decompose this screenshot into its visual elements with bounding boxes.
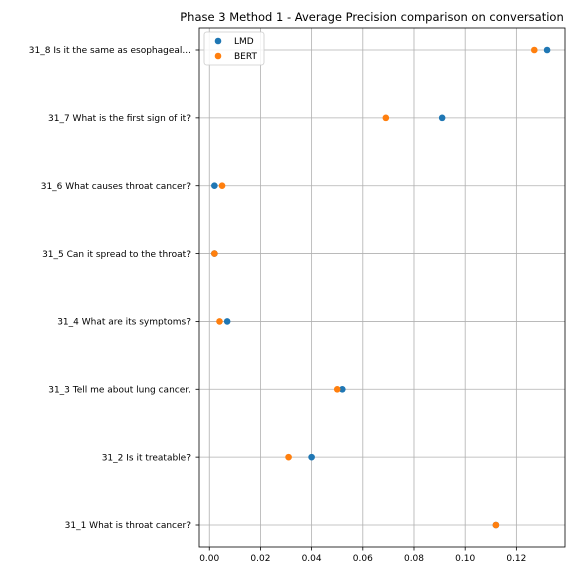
category-label: 31_8 Is it the same as esophageal...	[29, 46, 191, 56]
category-label: 31_4 What are its symptoms?	[57, 318, 191, 328]
point-bert-7	[382, 114, 390, 122]
point-lmd-2	[308, 453, 315, 461]
point-bert-5	[211, 250, 218, 257]
x-tick-label: 0.04	[302, 554, 322, 564]
x-tick-label: 0.10	[455, 554, 475, 564]
x-axis-tick-labels: 0.00 0.02 0.04 0.06 0.08 0.10 0.12	[199, 547, 526, 564]
point-bert-2	[285, 453, 292, 461]
legend: LMD BERT	[203, 31, 265, 66]
x-tick-label: 0.12	[506, 554, 526, 564]
point-lmd-6	[211, 182, 218, 190]
x-tick-label: 0.06	[353, 554, 373, 564]
point-lmd-8	[543, 46, 551, 54]
data-points	[211, 46, 551, 529]
point-lmd-4	[223, 318, 231, 325]
category-label: 31_1 What is throat cancer?	[65, 521, 192, 531]
point-bert-8	[530, 46, 538, 54]
legend-marker-lmd	[214, 37, 222, 45]
category-label: 31_5 Can it spread to the throat?	[42, 250, 191, 260]
x-tick-label: 0.08	[404, 554, 424, 564]
point-bert-6	[218, 182, 226, 190]
category-label: 31_6 What causes throat cancer?	[41, 182, 191, 192]
category-label: 31_3 Tell me about lung cancer.	[48, 385, 191, 395]
plot-frame	[198, 27, 566, 548]
point-bert-1	[492, 521, 500, 529]
legend-label-bert: BERT	[234, 52, 257, 62]
y-axis-tick-labels: 31_1 What is throat cancer? 31_2 Is it tr…	[29, 46, 199, 531]
point-bert-3	[333, 385, 341, 393]
point-bert-4	[216, 318, 223, 325]
x-tick-label: 0.02	[250, 554, 270, 564]
category-label: 31_7 What is the first sign of it?	[48, 114, 191, 124]
category-label: 31_2 Is it treatable?	[102, 453, 192, 463]
point-lmd-3	[339, 385, 346, 393]
legend-marker-bert	[214, 52, 222, 60]
point-lmd-7	[438, 114, 446, 122]
chart-title: Phase 3 Method 1 - Average Precision com…	[180, 10, 563, 24]
legend-label-lmd: LMD	[234, 37, 254, 47]
x-tick-label: 0.00	[199, 554, 219, 564]
grid-lines	[199, 28, 565, 547]
